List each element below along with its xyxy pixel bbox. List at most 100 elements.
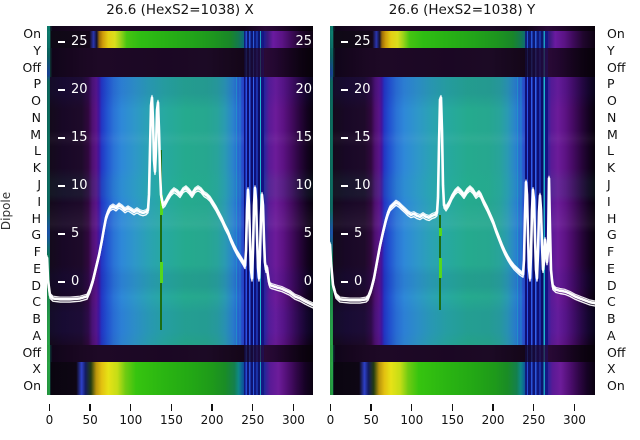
x-tick-label: 50 bbox=[82, 413, 98, 427]
x-tick-label: 250 bbox=[522, 413, 546, 427]
axis-row-label: J bbox=[607, 177, 611, 193]
beam-trace-y bbox=[330, 94, 595, 307]
x-tick-mark bbox=[451, 404, 454, 411]
right-axis-label-column: On Y Off P O N M L K J I H G F E D C B A Off X On bbox=[607, 26, 640, 395]
axis-row-label: Off bbox=[607, 344, 626, 360]
x-tick-mark bbox=[492, 404, 494, 411]
left-axis-label-column: On Y Off P O N M L K J I H G F E D C B A Off X On bbox=[0, 26, 41, 395]
first-column-strip bbox=[47, 26, 50, 395]
axis-row-label: B bbox=[32, 311, 41, 327]
vertical-stripe-band bbox=[525, 48, 548, 77]
x-tick-label: 100 bbox=[400, 413, 424, 427]
value-tick-label-right: 25 bbox=[295, 34, 312, 49]
axis-row-label: Y bbox=[607, 42, 615, 58]
x-tick-mark bbox=[170, 404, 173, 411]
value-tick-label-right: 5 bbox=[303, 226, 312, 241]
axis-row-label: Off bbox=[22, 59, 41, 75]
axis-row-label: F bbox=[607, 244, 615, 260]
axis-row-label: C bbox=[32, 294, 41, 310]
vertical-stripe-band bbox=[525, 362, 548, 395]
value-tick-label: 0 bbox=[341, 275, 362, 288]
x-tick-label: 100 bbox=[119, 413, 143, 427]
x-tick-mark bbox=[370, 404, 372, 411]
axis-row-label: F bbox=[33, 244, 41, 260]
value-tick-label: 10 bbox=[58, 179, 88, 192]
x-tick-mark bbox=[211, 404, 213, 411]
x-tick-mark bbox=[89, 404, 91, 411]
vertical-stripe-band bbox=[525, 31, 548, 48]
value-tick-label: 25 bbox=[58, 35, 88, 48]
cyan-stripe-lines bbox=[233, 77, 243, 345]
x-tick-label: 300 bbox=[281, 413, 305, 427]
heatmap-band-off-bottom bbox=[47, 345, 313, 362]
x-tick-mark bbox=[533, 404, 535, 411]
heatmap-band-top-edge bbox=[330, 26, 595, 31]
axis-row-label: M bbox=[30, 126, 41, 142]
value-tick-label: 15 bbox=[341, 131, 371, 144]
axis-row-label: On bbox=[607, 26, 625, 42]
axis-row-label: On bbox=[23, 378, 41, 394]
value-tick-label: 20 bbox=[58, 83, 88, 96]
x-tick-mark bbox=[292, 404, 295, 411]
heatmap-band-on-bottom bbox=[330, 362, 595, 395]
x-tick-label: 250 bbox=[241, 413, 265, 427]
x-tick-mark bbox=[48, 404, 51, 411]
axis-row-label: H bbox=[607, 210, 617, 226]
x-tick-label: 300 bbox=[562, 413, 586, 427]
axis-row-label: N bbox=[31, 109, 41, 125]
axis-row-label: J bbox=[37, 177, 41, 193]
x-tick-label: 200 bbox=[200, 413, 224, 427]
axis-row-label: I bbox=[607, 193, 611, 209]
heatmap-band-dipoles bbox=[47, 77, 313, 345]
axis-row-label: B bbox=[607, 311, 616, 327]
axis-row-label: L bbox=[34, 143, 41, 159]
x-tick-label: 50 bbox=[363, 413, 379, 427]
axis-row-label: G bbox=[31, 227, 41, 243]
axis-row-label: E bbox=[33, 260, 41, 276]
axis-row-label: Off bbox=[22, 344, 41, 360]
beam-trace-x bbox=[47, 94, 313, 309]
vertical-stripe-band bbox=[244, 48, 264, 77]
axis-row-label: M bbox=[607, 126, 618, 142]
x-tick-label: 0 bbox=[326, 413, 335, 427]
value-tick-label: 0 bbox=[58, 275, 79, 288]
x-tick-label: 150 bbox=[440, 413, 464, 427]
axis-row-label: A bbox=[607, 327, 616, 343]
vertical-stripe-band bbox=[244, 31, 264, 48]
heatmap-band-off-bottom bbox=[330, 345, 595, 362]
axis-row-label: On bbox=[607, 378, 625, 394]
value-tick-label: 5 bbox=[341, 227, 362, 240]
heatmap-band-off-top bbox=[330, 48, 595, 77]
value-tick-label-right: 0 bbox=[303, 274, 312, 289]
value-tick-label: 15 bbox=[58, 131, 88, 144]
panel-y-title: 26.6 (HexS2=1038) Y bbox=[388, 2, 536, 18]
value-tick-label: 20 bbox=[341, 83, 371, 96]
axis-row-label: C bbox=[607, 294, 616, 310]
axis-row-label: I bbox=[37, 193, 41, 209]
x-tick-mark bbox=[130, 404, 132, 411]
axis-row-label: Off bbox=[607, 59, 626, 75]
axis-row-label: G bbox=[607, 227, 617, 243]
cyan-stripe-lines bbox=[514, 77, 524, 345]
heatmap-band-on-bottom bbox=[47, 362, 313, 395]
axis-row-label: D bbox=[31, 277, 41, 293]
x-tick-label: 0 bbox=[45, 413, 54, 427]
axis-row-label: O bbox=[607, 93, 617, 109]
axis-row-label: H bbox=[31, 210, 41, 226]
axis-row-label: Y bbox=[33, 42, 41, 58]
value-tick-label: 25 bbox=[341, 35, 371, 48]
axis-row-label: P bbox=[607, 76, 615, 92]
heatmap-band-off-top bbox=[47, 48, 313, 77]
vertical-stripe-band bbox=[244, 362, 264, 395]
axis-row-label: N bbox=[607, 109, 617, 125]
x-tick-mark bbox=[411, 404, 413, 411]
event-marker-line bbox=[438, 215, 442, 310]
value-tick-label: 10 bbox=[341, 179, 371, 192]
value-tick-label-right: 15 bbox=[295, 130, 312, 145]
value-tick-label-right: 20 bbox=[295, 82, 312, 97]
x-tick-mark bbox=[252, 404, 254, 411]
axis-row-label: E bbox=[607, 260, 615, 276]
axis-row-label: On bbox=[23, 26, 41, 42]
x-axis-panel-x: 0 50 100 150 200 250 300 bbox=[46, 399, 337, 433]
